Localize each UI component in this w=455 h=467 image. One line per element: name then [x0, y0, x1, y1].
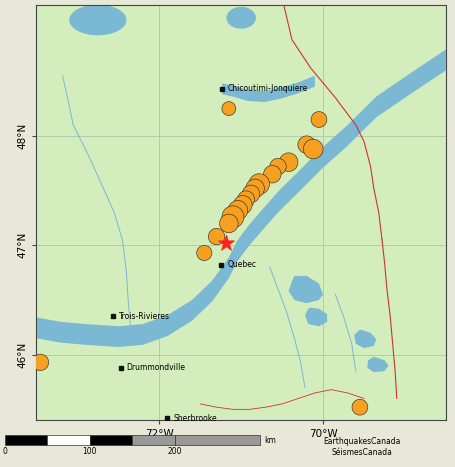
Text: 200: 200 [167, 447, 182, 456]
Text: 0: 0 [2, 447, 7, 456]
Text: Chicoutimi-Jonquiere: Chicoutimi-Jonquiere [228, 85, 308, 93]
Polygon shape [305, 308, 327, 326]
Point [234, 206, 242, 214]
Point [37, 359, 44, 366]
Point [309, 145, 317, 153]
Polygon shape [36, 50, 446, 347]
Point [223, 240, 230, 247]
Text: 100: 100 [82, 447, 97, 456]
Point [356, 403, 364, 411]
Text: Sherbrooke: Sherbrooke [173, 414, 217, 423]
Text: EarthquakesCanada
SéismesCanada: EarthquakesCanada SéismesCanada [323, 438, 400, 457]
Point [225, 219, 233, 227]
Point [239, 201, 247, 209]
Point [248, 190, 255, 198]
Point [315, 116, 323, 123]
Ellipse shape [69, 5, 126, 35]
Point [252, 184, 259, 192]
Polygon shape [354, 330, 376, 348]
Text: Quebec: Quebec [227, 261, 256, 269]
Point [285, 158, 292, 166]
Ellipse shape [227, 7, 256, 29]
Text: Drummondville: Drummondville [126, 363, 186, 372]
Point [243, 196, 250, 203]
Point [213, 233, 220, 241]
Bar [175, 435, 260, 446]
Polygon shape [367, 357, 389, 372]
Bar [5, 435, 47, 446]
Bar [47, 435, 90, 446]
Point [225, 105, 233, 113]
Text: Trois-Rivieres: Trois-Rivieres [119, 312, 170, 321]
Point [201, 249, 208, 257]
Point [274, 163, 282, 170]
Bar [132, 435, 175, 446]
Point [268, 170, 276, 178]
Text: km: km [264, 436, 276, 445]
Bar [90, 435, 132, 446]
Polygon shape [222, 76, 315, 102]
Point [229, 213, 237, 220]
Point [256, 180, 263, 188]
Polygon shape [288, 276, 323, 303]
Point [303, 141, 310, 149]
